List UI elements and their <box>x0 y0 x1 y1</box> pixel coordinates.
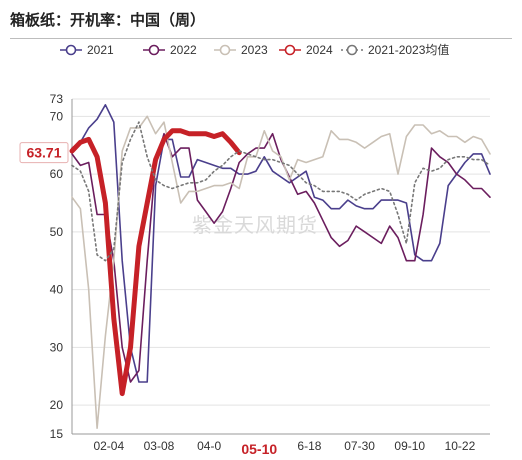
legend-label: 2024 <box>306 43 333 57</box>
series-group <box>69 104 491 429</box>
watermark: 紫金天风期货 <box>192 214 318 237</box>
x-tick-label: 07-30 <box>344 439 375 453</box>
series-line-2 <box>71 115 491 429</box>
x-tick-label: 03-08 <box>144 439 175 453</box>
x-tick-label: 02-04 <box>93 439 124 453</box>
legend-label: 2023 <box>241 43 268 57</box>
y-tick-label: 15 <box>50 427 64 441</box>
series-line-3 <box>69 128 242 397</box>
last-value-text: 63.71 <box>26 145 61 161</box>
last-value-label: 63.71 <box>19 142 69 164</box>
x-tick-label: 04-0 <box>197 439 221 453</box>
legend-swatch-marker <box>284 44 296 56</box>
legend-item-2[interactable]: 2023 <box>214 43 268 57</box>
y-tick-label: 20 <box>50 398 64 412</box>
y-tick-label: 30 <box>50 340 64 354</box>
y-tick-label: 73 <box>50 92 64 106</box>
x-tick-label: 6-18 <box>297 439 321 453</box>
last-value-box <box>19 142 69 164</box>
legend-item-3[interactable]: 2024 <box>279 43 333 57</box>
grid-lines <box>72 98 490 435</box>
x-tick-label: 09-10 <box>394 439 425 453</box>
title-divider <box>10 38 512 39</box>
legend-swatch-marker <box>148 44 160 56</box>
legend-label: 2021 <box>87 43 114 57</box>
legend-swatch-marker <box>346 44 358 56</box>
x-tick-label: 10-22 <box>445 439 476 453</box>
y-tick-label: 50 <box>50 225 64 239</box>
legend-item-1[interactable]: 2022 <box>143 43 197 57</box>
y-tick-label: 40 <box>50 283 64 297</box>
y-tick-label: 60 <box>50 167 64 181</box>
series-line-1 <box>71 132 491 383</box>
legend-swatch-marker <box>219 44 231 56</box>
legend-item-0[interactable]: 2021 <box>60 43 114 57</box>
series-line-4 <box>71 121 491 262</box>
legend-swatch-marker <box>65 44 77 56</box>
legend[interactable]: 2021 2022 2023 2024 2021-2023均值 <box>60 42 449 57</box>
y-tick-label: 70 <box>50 109 64 123</box>
x-axis: 02-04 03-08 04-0 05-10 6-18 07-30 09-10 10-22 <box>93 439 475 457</box>
legend-label: 2021-2023均值 <box>368 42 449 57</box>
series-line-0 <box>71 104 491 383</box>
legend-item-4[interactable]: 2021-2023均值 <box>341 42 449 57</box>
x-tick-label-highlight: 05-10 <box>241 441 277 457</box>
chart-title: 箱板纸：开机率：中国（周） <box>10 11 206 29</box>
legend-label: 2022 <box>170 43 197 57</box>
